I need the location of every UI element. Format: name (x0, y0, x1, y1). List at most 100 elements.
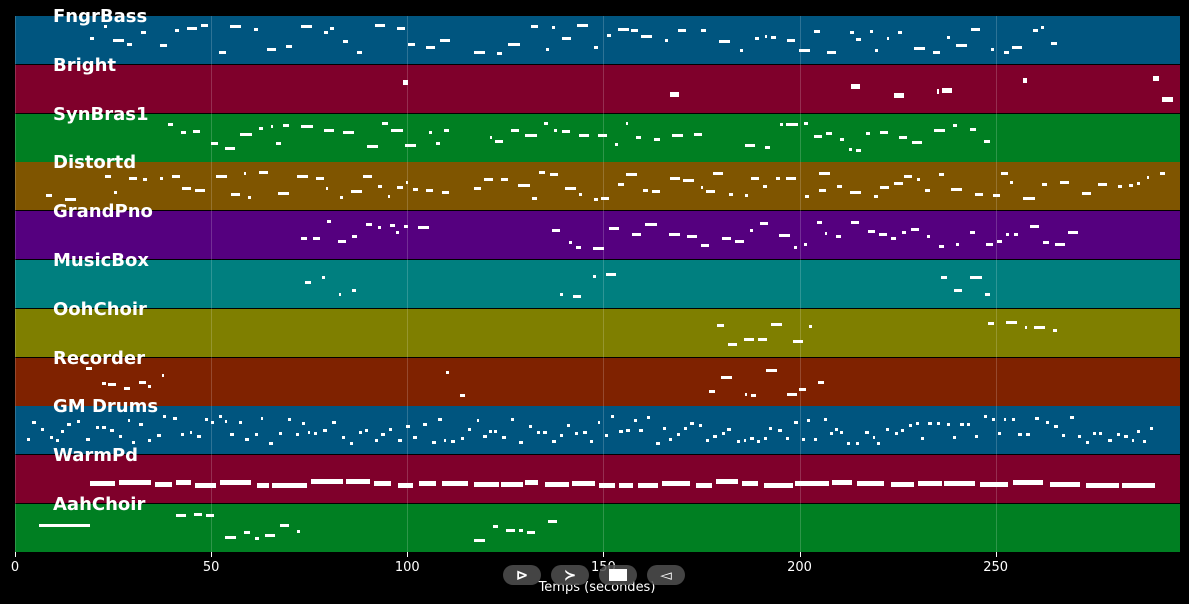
note-mark (501, 178, 508, 182)
note-mark (606, 34, 611, 38)
note-mark (407, 43, 415, 47)
note-mark (1054, 424, 1059, 428)
note-mark (297, 174, 308, 178)
track-label: WarmPd (53, 445, 139, 467)
stop-button[interactable] (599, 565, 637, 585)
note-mark (269, 442, 274, 446)
note-mark (260, 417, 264, 421)
note-mark (939, 172, 945, 176)
note-mark (307, 430, 311, 434)
note-mark (77, 420, 81, 424)
note-mark (759, 221, 768, 225)
note-mark (404, 144, 416, 148)
note-mark (916, 422, 920, 426)
note-mark (727, 427, 732, 431)
note-mark (418, 481, 436, 487)
note-mark (940, 276, 948, 280)
note-mark (238, 421, 242, 425)
note-mark (190, 430, 193, 434)
note-mark (1146, 176, 1149, 180)
rewind-button[interactable]: ◅ (647, 565, 685, 585)
note-mark (332, 421, 336, 425)
note-mark (805, 194, 810, 198)
forward-button[interactable]: ≻ (551, 565, 589, 585)
tick-mark (15, 552, 16, 557)
note-mark (124, 387, 130, 391)
note-mark (780, 123, 783, 127)
note-mark (460, 436, 465, 440)
note-mark (737, 439, 740, 443)
note-mark (378, 184, 383, 188)
note-mark (258, 127, 263, 131)
note-mark (826, 131, 832, 135)
track-lane (15, 16, 1180, 64)
note-mark (396, 231, 400, 235)
note-mark (590, 439, 594, 443)
note-mark (799, 388, 807, 392)
note-mark (942, 88, 953, 94)
note-mark (856, 148, 861, 152)
note-mark (866, 132, 870, 136)
note-mark (813, 135, 823, 139)
note-mark (438, 417, 442, 421)
note-mark (801, 438, 805, 442)
note-mark (206, 513, 214, 517)
note-mark (763, 185, 767, 189)
note-mark (1137, 182, 1140, 186)
note-mark (916, 178, 920, 182)
note-mark (824, 231, 827, 235)
note-mark (109, 428, 114, 432)
note-mark (865, 430, 869, 434)
note-mark (743, 439, 747, 443)
note-mark (786, 39, 796, 43)
note-mark (594, 46, 599, 50)
x-tick-label: 0 (10, 560, 20, 575)
gridline (995, 16, 997, 553)
note-mark (716, 479, 739, 485)
note-mark (721, 431, 725, 435)
track-lane (15, 260, 1180, 308)
note-mark (776, 176, 781, 180)
note-mark (991, 47, 994, 51)
x-tick-label: 200 (787, 560, 812, 575)
note-mark (793, 340, 804, 344)
note-mark (390, 223, 395, 227)
note-mark (342, 39, 349, 43)
play-button[interactable]: ⊳ (503, 565, 541, 585)
track-label: AahChoir (53, 494, 146, 515)
note-mark (105, 174, 111, 178)
note-mark (49, 436, 54, 440)
note-mark (287, 418, 292, 422)
note-mark (254, 536, 260, 540)
note-mark (954, 289, 963, 293)
note-mark (157, 433, 161, 437)
note-mark (1029, 225, 1039, 229)
note-mark (564, 186, 576, 190)
gridline (15, 16, 16, 553)
note-mark (139, 423, 143, 427)
note-mark (276, 141, 282, 145)
note-mark (877, 441, 880, 445)
note-mark (886, 427, 890, 431)
piano-roll-plot: FngrBass Bright SynBras1 Distortd GrandPno Mu… (15, 6, 1180, 553)
note-mark (615, 142, 619, 146)
note-mark (690, 421, 695, 425)
note-mark (834, 428, 838, 432)
note-mark (543, 431, 548, 435)
note-mark (561, 37, 572, 41)
note-mark (936, 89, 940, 95)
note-mark (890, 481, 914, 487)
note-mark (1099, 432, 1102, 436)
note-mark (398, 438, 402, 442)
note-mark (264, 534, 276, 538)
note-mark (946, 35, 950, 39)
note-mark (1012, 418, 1016, 422)
note-mark (1118, 184, 1123, 188)
note-mark (443, 439, 447, 443)
x-tick-label: 100 (394, 560, 420, 575)
note-mark (32, 420, 36, 424)
note-mark (403, 79, 409, 85)
note-mark (849, 30, 855, 34)
note-mark (987, 322, 994, 326)
note-mark (894, 181, 903, 185)
